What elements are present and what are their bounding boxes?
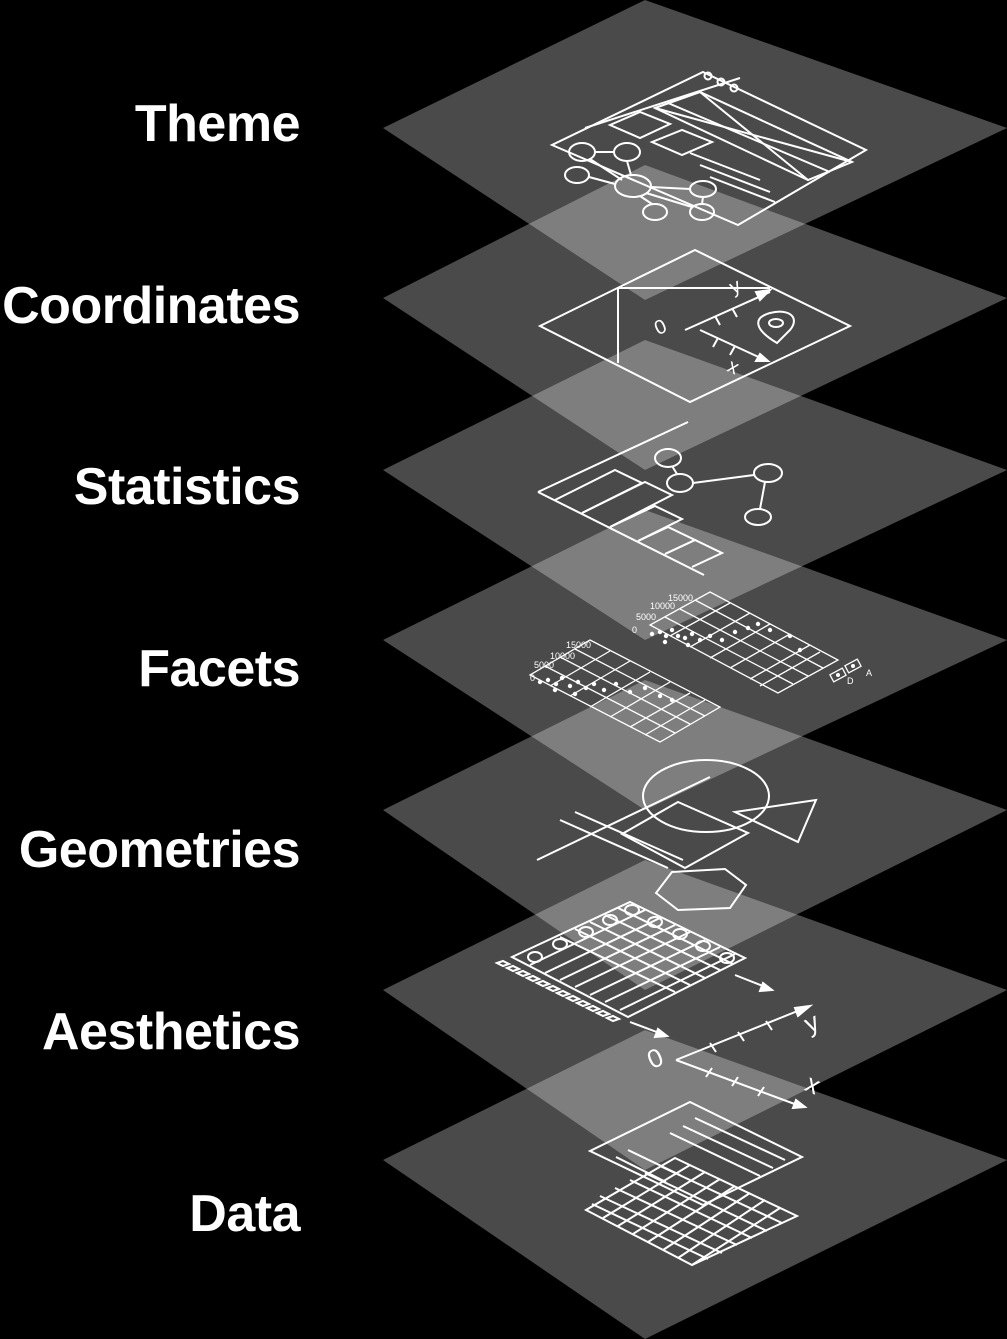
facets-panel-label-d: D bbox=[847, 676, 854, 686]
facets-tick-15000-top: 15000 bbox=[668, 593, 693, 603]
facets-tick-10000-bottom: 10000 bbox=[550, 651, 575, 661]
coordinates-icon bbox=[537, 248, 853, 404]
layer-label-aesthetics: Aesthetics bbox=[42, 1003, 301, 1061]
facets-tick-0-top: 0 bbox=[632, 625, 637, 635]
geometries-icon bbox=[536, 759, 818, 912]
plane-data bbox=[383, 1030, 1007, 1339]
facets-icon bbox=[528, 591, 862, 743]
layer-label-coordinates: Coordinates bbox=[2, 277, 300, 335]
facets-tick-labels: 15000 10000 5000 0 15000 10000 5000 0 A … bbox=[530, 593, 872, 686]
aesthetics-icon bbox=[494, 900, 814, 1110]
facets-scatter-points bbox=[537, 621, 855, 703]
plane-aesthetics bbox=[383, 860, 1007, 1170]
theme-icon bbox=[549, 70, 869, 227]
facets-tick-10000-top: 10000 bbox=[650, 601, 675, 611]
statistics-icon bbox=[537, 421, 783, 576]
layer-label-theme: Theme bbox=[134, 95, 301, 153]
layer-label-facets: Facets bbox=[138, 640, 300, 698]
plane-statistics bbox=[383, 340, 1007, 640]
layer-label-geometries: Geometries bbox=[18, 821, 301, 879]
facets-tick-0-bottom: 0 bbox=[530, 673, 535, 683]
layer-label-data: Data bbox=[189, 1185, 300, 1243]
plane-facets bbox=[383, 510, 1007, 810]
plane-coordinates bbox=[383, 165, 1007, 470]
facets-tick-5000-top: 5000 bbox=[636, 612, 656, 622]
layer-label-statistics: Statistics bbox=[73, 458, 301, 516]
facets-panel-label-a: A bbox=[866, 668, 872, 678]
data-icon bbox=[583, 1100, 805, 1267]
facets-tick-5000-bottom: 5000 bbox=[534, 660, 554, 670]
facets-tick-15000-bottom: 15000 bbox=[566, 640, 591, 650]
plane-geometries bbox=[383, 680, 1007, 990]
